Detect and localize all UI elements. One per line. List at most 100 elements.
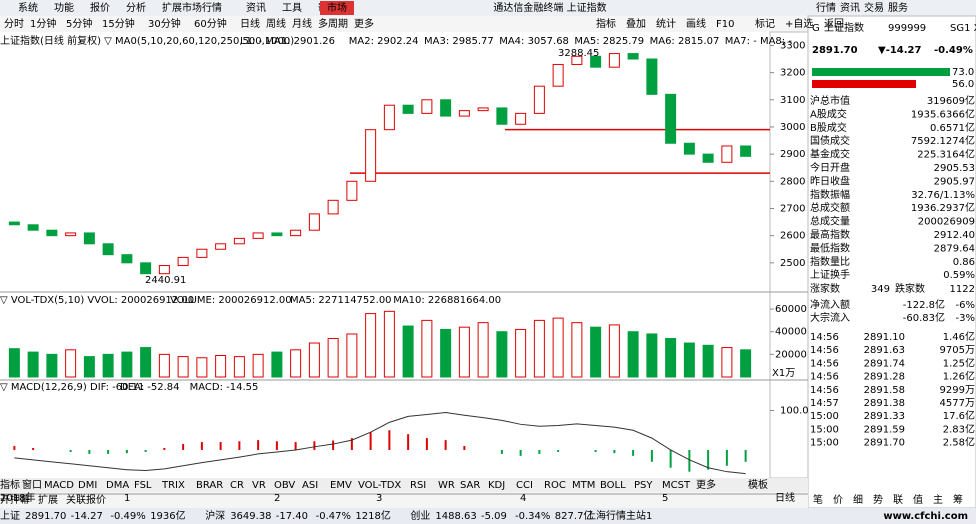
period-tab[interactable]: 分时: [4, 18, 24, 30]
tool-button[interactable]: 返回: [824, 18, 844, 30]
period-tab[interactable]: 更多: [354, 17, 374, 30]
menu-item[interactable]: 报价: [90, 1, 110, 14]
stat-value: 0.86: [953, 257, 975, 268]
menu-item[interactable]: 分析: [126, 1, 146, 14]
period-tab[interactable]: 30分钟: [148, 17, 181, 30]
panel-button[interactable]: 细: [853, 493, 863, 506]
volume-bar: [233, 356, 245, 378]
indicator-tab[interactable]: FSL: [134, 480, 152, 491]
indicator-tab[interactable]: SAR: [460, 480, 480, 491]
period-bar: [0, 16, 808, 32]
indicator-tab[interactable]: TRIX: [161, 480, 185, 491]
panel-button[interactable]: 联: [893, 494, 903, 506]
y-tick-label: 3000: [780, 122, 805, 133]
sub-tab[interactable]: 开押幕: [0, 493, 30, 506]
indicator-tab[interactable]: RSI: [410, 480, 426, 491]
tool-button[interactable]: 统计: [656, 17, 676, 30]
indicator-tab[interactable]: PSY: [634, 480, 653, 491]
menu-right[interactable]: 行情: [816, 1, 836, 14]
menu-item[interactable]: 扩展市场行情: [162, 1, 222, 14]
candle: [8, 221, 20, 226]
indicator-tab[interactable]: CCI: [516, 480, 533, 491]
indicator-tab[interactable]: 窗口: [22, 478, 42, 491]
indicator-tab[interactable]: KDJ: [488, 480, 505, 491]
candle: [740, 145, 752, 157]
flow-value: -60.83亿: [903, 311, 945, 324]
template-button[interactable]: 模板: [748, 478, 768, 491]
period-tab[interactable]: 60分钟: [194, 17, 227, 30]
indicator-tab[interactable]: MACD: [44, 480, 74, 491]
indicator-tab[interactable]: DMI: [78, 480, 97, 491]
indicator-tab[interactable]: CR: [230, 480, 244, 491]
status-item: -5.09: [481, 511, 507, 522]
panel-button[interactable]: 价: [833, 494, 843, 506]
candle: [533, 85, 545, 114]
tick-price: 2891.10: [864, 332, 905, 343]
tool-button[interactable]: +自选: [785, 17, 813, 30]
menu-right[interactable]: 资讯: [840, 2, 860, 14]
status-item: 沪深: [205, 509, 225, 522]
panel-button[interactable]: 笔: [813, 493, 823, 506]
period-tab[interactable]: 周线: [266, 17, 286, 30]
menu-right[interactable]: 服务: [888, 1, 908, 14]
indicator-tab[interactable]: BRAR: [196, 480, 223, 491]
tool-button[interactable]: 指标: [596, 17, 616, 30]
candle: [402, 104, 414, 114]
period-tab[interactable]: 多周期: [318, 17, 348, 30]
indicator-tab[interactable]: MCST: [662, 480, 691, 491]
period-tab[interactable]: 1分钟: [30, 17, 56, 30]
status-item: 1936亿: [150, 509, 185, 522]
panel-button[interactable]: 值: [913, 493, 923, 506]
period-tab[interactable]: 15分钟: [102, 17, 135, 30]
indicator-tab[interactable]: 指标: [0, 478, 20, 491]
app-title: 通达信金融终端 上证指数: [493, 1, 606, 14]
period-tab[interactable]: 5分钟: [66, 17, 92, 30]
menu-right[interactable]: 交易: [864, 1, 884, 14]
indicator-tab[interactable]: 更多: [696, 478, 716, 491]
flow-label: 大宗流入: [810, 311, 850, 324]
indicator-tab[interactable]: DMA: [106, 480, 129, 491]
sub-tab[interactable]: 关联报价: [66, 493, 106, 506]
tick-time: 14:56: [810, 372, 839, 383]
breadth-value: 349: [871, 284, 890, 295]
menu-active[interactable]: 市场: [327, 1, 347, 14]
period-tab[interactable]: 月线: [292, 17, 312, 30]
volume-bar: [533, 319, 545, 378]
unit-label: X1万: [772, 368, 795, 379]
stat-value: 2879.64: [934, 243, 975, 254]
volume-bar: [740, 349, 752, 378]
sub-tab[interactable]: 扩展: [38, 493, 58, 506]
indicator-tab[interactable]: MTM: [572, 480, 595, 491]
volume-bar: [215, 354, 227, 378]
volume-bar: [458, 326, 470, 378]
status-item: -17.40: [276, 511, 308, 522]
tool-button[interactable]: 标记: [755, 18, 775, 30]
indicator-tab[interactable]: BOLL: [600, 480, 626, 491]
tool-button[interactable]: 叠加: [626, 18, 646, 30]
indicator-tab[interactable]: WR: [438, 480, 455, 491]
panel-button[interactable]: 主: [933, 494, 943, 506]
panel-button[interactable]: 筹: [953, 493, 963, 506]
menu-item[interactable]: 工具: [282, 2, 302, 14]
indicator-tab[interactable]: OBV: [274, 480, 295, 491]
indicator-tab[interactable]: ROC: [544, 480, 566, 491]
volume-bar: [346, 333, 358, 378]
indicator-tab[interactable]: VOL-TDX: [358, 480, 401, 491]
indicator-tab[interactable]: EMV: [330, 480, 352, 491]
ratio-bar: [812, 68, 950, 76]
indicator-tab[interactable]: ASI: [302, 480, 318, 491]
tool-button[interactable]: 画线: [686, 17, 706, 30]
breadth-label: 跌家数: [895, 282, 925, 295]
tick-price: 2891.28: [864, 372, 905, 383]
y-tick-label: 3300: [780, 40, 805, 51]
period-tab[interactable]: 日线: [240, 17, 260, 30]
tool-button[interactable]: F10: [716, 19, 734, 30]
candle: [458, 110, 470, 117]
menu-item[interactable]: 功能: [54, 1, 74, 14]
panel-button[interactable]: 势: [873, 493, 883, 506]
stat-label: A股成交: [810, 107, 847, 120]
indicator-tab[interactable]: VR: [252, 480, 266, 491]
menu-item[interactable]: 资讯: [246, 2, 266, 14]
menu-item[interactable]: 系统: [18, 1, 38, 14]
